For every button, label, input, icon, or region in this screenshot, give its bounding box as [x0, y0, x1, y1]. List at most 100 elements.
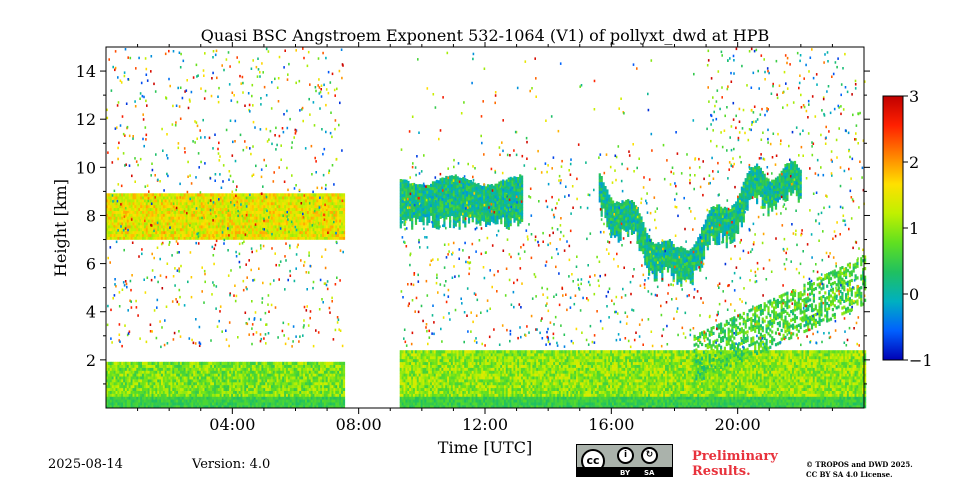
heatmap-cell	[286, 382, 289, 386]
heatmap-cell	[496, 396, 499, 400]
heatmap-cell	[399, 393, 402, 397]
heatmap-cell	[143, 370, 147, 374]
heatmap-cell	[540, 393, 543, 397]
heatmap-cell	[600, 361, 603, 365]
heatmap-cell	[541, 361, 545, 365]
heatmap-cell	[437, 382, 440, 386]
heatmap-cell	[555, 379, 558, 383]
heatmap-cell	[500, 361, 503, 365]
heatmap-cell	[666, 379, 670, 383]
heatmap-cell	[259, 373, 262, 377]
heatmap-cell	[142, 370, 145, 374]
heatmap-cell	[162, 396, 166, 400]
heatmap-cell	[140, 390, 143, 394]
heatmap-cell	[617, 384, 620, 389]
heatmap-cell	[458, 361, 461, 365]
heatmap-cell	[295, 376, 298, 380]
heatmap-cell	[303, 376, 306, 380]
heatmap-cell	[155, 390, 158, 394]
heatmap-cell	[634, 367, 637, 371]
heatmap-cell	[322, 393, 325, 397]
heatmap-cell	[323, 367, 327, 371]
heatmap-cell	[632, 382, 635, 386]
heatmap-cell	[619, 382, 622, 386]
heatmap-cell	[551, 361, 554, 365]
heatmap-cell	[240, 379, 243, 383]
heatmap-cell	[308, 393, 311, 397]
heatmap-cell	[640, 376, 643, 380]
heatmap-cell	[621, 370, 624, 374]
heatmap-cell	[466, 376, 469, 380]
heatmap-cell	[477, 379, 480, 383]
heatmap-cell	[322, 364, 325, 368]
heatmap-cell	[223, 390, 226, 394]
heatmap-cell	[488, 399, 491, 403]
heatmap-cell	[576, 350, 579, 354]
heatmap-cell	[642, 384, 645, 389]
heatmap-cell	[653, 353, 656, 357]
heatmap-cell	[629, 356, 632, 360]
heatmap-cell	[341, 399, 344, 403]
heatmap-cell	[161, 361, 164, 365]
heatmap-cell	[263, 393, 266, 397]
heatmap-cell	[629, 387, 632, 391]
heatmap-cell	[187, 373, 190, 377]
heatmap-cell	[244, 373, 247, 377]
heatmap-cell	[265, 405, 268, 409]
heatmap-cell	[270, 399, 274, 403]
heatmap-cell	[475, 405, 478, 409]
heatmap-cell	[466, 399, 469, 403]
heatmap-cell	[251, 399, 255, 403]
heatmap-cell	[151, 382, 154, 386]
heatmap-cell	[587, 396, 590, 400]
heatmap-cell	[473, 399, 476, 403]
heatmap-cell	[206, 405, 209, 409]
heatmap-cell	[507, 379, 510, 383]
heatmap-cell	[125, 384, 128, 389]
heatmap-cell	[570, 396, 573, 400]
heatmap-cell	[153, 364, 156, 368]
heatmap-cell	[299, 390, 302, 394]
heatmap-cell	[500, 384, 503, 389]
heatmap-cell	[553, 373, 556, 377]
heatmap-cell	[413, 379, 416, 383]
heatmap-cell	[553, 402, 556, 406]
heatmap-cell	[322, 370, 325, 374]
heatmap-cell	[411, 387, 414, 391]
heatmap-cell	[443, 396, 446, 400]
heatmap-cell	[316, 370, 319, 374]
heatmap-cell	[197, 384, 200, 389]
heatmap-cell	[401, 402, 404, 406]
heatmap-cell	[454, 387, 457, 391]
heatmap-cell	[284, 367, 287, 371]
heatmap-cell	[629, 399, 632, 403]
heatmap-cell	[483, 364, 486, 368]
heatmap-cell	[212, 373, 215, 377]
heatmap-cell	[507, 405, 510, 409]
heatmap-cell	[323, 393, 327, 397]
heatmap-cell	[585, 399, 588, 403]
heatmap-cell	[231, 370, 234, 374]
heatmap-cell	[208, 376, 211, 380]
heatmap-cell	[187, 361, 190, 365]
heatmap-cell	[272, 396, 275, 400]
heatmap-cell	[604, 376, 607, 380]
heatmap-cell	[528, 382, 531, 386]
heatmap-cell	[608, 370, 611, 374]
heatmap-cell	[227, 376, 230, 380]
heatmap-cell	[331, 367, 334, 371]
heatmap-cell	[538, 361, 541, 365]
heatmap-cell	[312, 405, 315, 409]
heatmap-cell	[123, 373, 126, 377]
heatmap-cell	[439, 361, 442, 365]
heatmap-cell	[524, 353, 527, 357]
heatmap-cell	[619, 353, 622, 357]
heatmap-cell	[109, 376, 112, 380]
heatmap-cell	[172, 364, 175, 368]
heatmap-cell	[659, 402, 662, 406]
heatmap-cell	[634, 350, 637, 354]
heatmap-cell	[517, 393, 520, 397]
heatmap-cell	[426, 396, 429, 400]
heatmap-cell	[502, 387, 505, 391]
heatmap-cell	[528, 361, 531, 365]
